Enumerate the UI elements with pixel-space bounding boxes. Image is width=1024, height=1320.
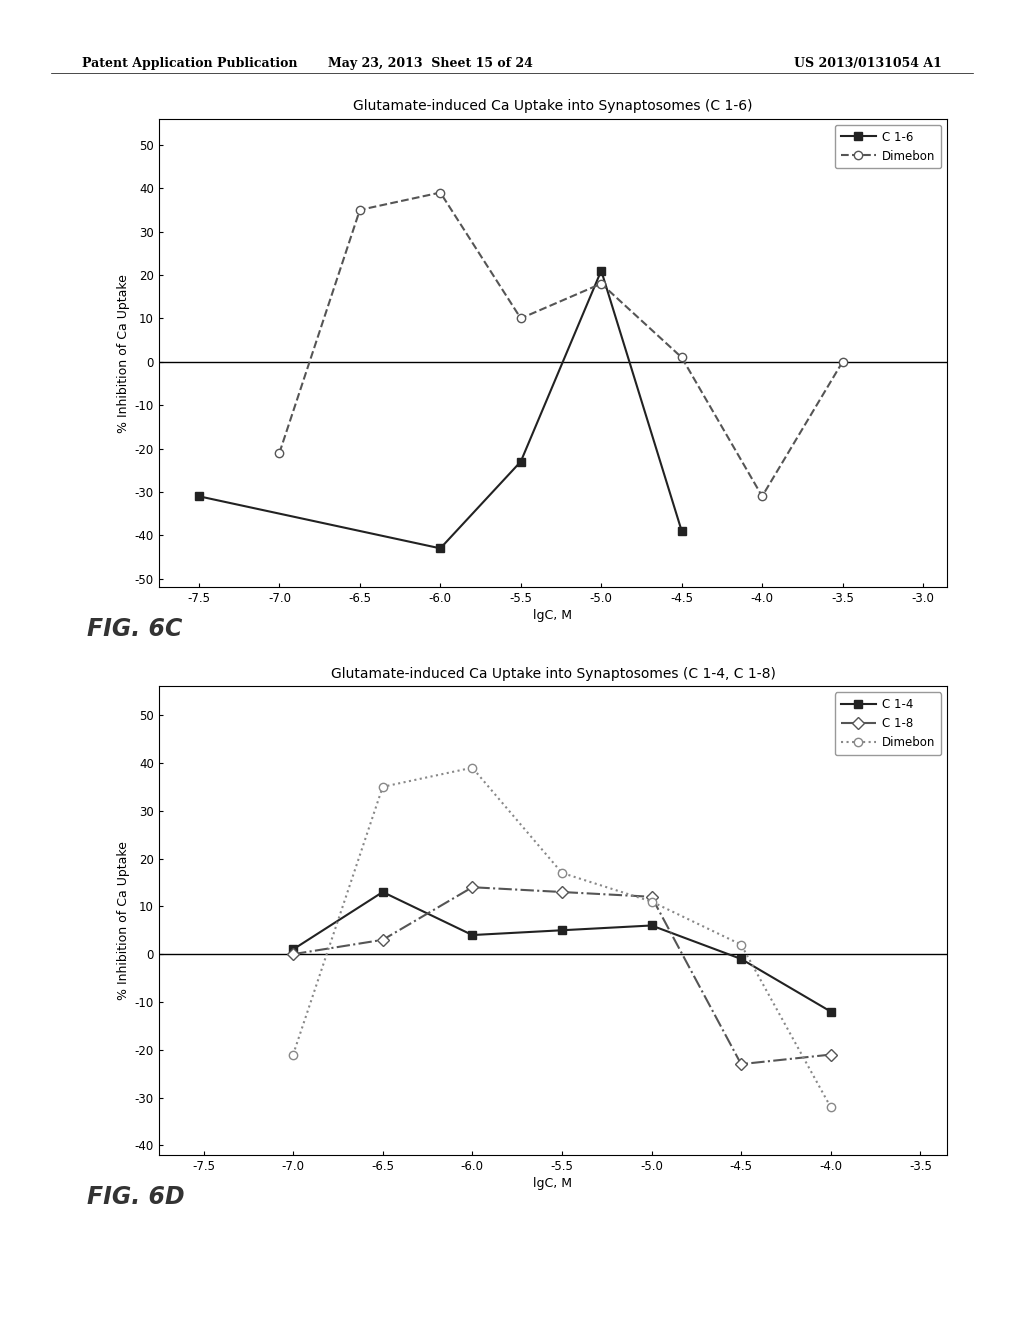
Dimebon bbox=[434, 185, 446, 201]
Dimebon bbox=[515, 310, 527, 326]
C 1-8 bbox=[645, 888, 657, 904]
Title: Glutamate-induced Ca Uptake into Synaptosomes (C 1-6): Glutamate-induced Ca Uptake into Synapto… bbox=[353, 99, 753, 114]
Line: Dimebon: Dimebon bbox=[275, 189, 847, 500]
C 1-6 bbox=[434, 540, 446, 556]
Dimebon bbox=[595, 276, 607, 292]
C 1-8 bbox=[287, 946, 299, 962]
X-axis label: lgC, M: lgC, M bbox=[534, 610, 572, 623]
C 1-6 bbox=[515, 454, 527, 470]
Line: C 1-6: C 1-6 bbox=[195, 267, 686, 553]
Dimebon bbox=[556, 865, 568, 880]
Y-axis label: % Inhibition of Ca Uptake: % Inhibition of Ca Uptake bbox=[118, 273, 130, 433]
C 1-8 bbox=[377, 932, 389, 948]
C 1-8 bbox=[466, 879, 478, 895]
C 1-8 bbox=[824, 1047, 837, 1063]
X-axis label: lgC, M: lgC, M bbox=[534, 1177, 572, 1191]
Text: FIG. 6D: FIG. 6D bbox=[87, 1185, 184, 1209]
C 1-4 bbox=[735, 950, 748, 966]
C 1-4 bbox=[466, 927, 478, 942]
Legend: C 1-6, Dimebon: C 1-6, Dimebon bbox=[835, 124, 941, 169]
C 1-4 bbox=[556, 923, 568, 939]
Line: Dimebon: Dimebon bbox=[289, 763, 835, 1111]
Text: Patent Application Publication: Patent Application Publication bbox=[82, 57, 297, 70]
C 1-8 bbox=[556, 884, 568, 900]
Line: C 1-8: C 1-8 bbox=[289, 883, 835, 1068]
Dimebon bbox=[824, 1100, 837, 1115]
Dimebon bbox=[676, 350, 688, 366]
Dimebon bbox=[735, 937, 748, 953]
C 1-4 bbox=[377, 884, 389, 900]
Dimebon bbox=[756, 488, 768, 504]
C 1-8 bbox=[735, 1056, 748, 1072]
C 1-6 bbox=[193, 488, 205, 504]
C 1-6 bbox=[676, 523, 688, 539]
Dimebon bbox=[377, 779, 389, 795]
Legend: C 1-4, C 1-8, Dimebon: C 1-4, C 1-8, Dimebon bbox=[835, 692, 941, 755]
C 1-4 bbox=[287, 941, 299, 957]
C 1-6 bbox=[595, 263, 607, 279]
Dimebon bbox=[287, 1047, 299, 1063]
Text: US 2013/0131054 A1: US 2013/0131054 A1 bbox=[795, 57, 942, 70]
Line: C 1-4: C 1-4 bbox=[289, 888, 835, 1015]
Dimebon bbox=[837, 354, 849, 370]
C 1-4 bbox=[824, 1003, 837, 1019]
Y-axis label: % Inhibition of Ca Uptake: % Inhibition of Ca Uptake bbox=[118, 841, 130, 1001]
Text: FIG. 6C: FIG. 6C bbox=[87, 618, 182, 642]
Dimebon bbox=[645, 894, 657, 909]
C 1-4 bbox=[645, 917, 657, 933]
Title: Glutamate-induced Ca Uptake into Synaptosomes (C 1-4, C 1-8): Glutamate-induced Ca Uptake into Synapto… bbox=[331, 667, 775, 681]
Dimebon bbox=[466, 760, 478, 776]
Text: May 23, 2013  Sheet 15 of 24: May 23, 2013 Sheet 15 of 24 bbox=[328, 57, 532, 70]
Dimebon bbox=[273, 445, 286, 461]
Dimebon bbox=[353, 202, 366, 218]
